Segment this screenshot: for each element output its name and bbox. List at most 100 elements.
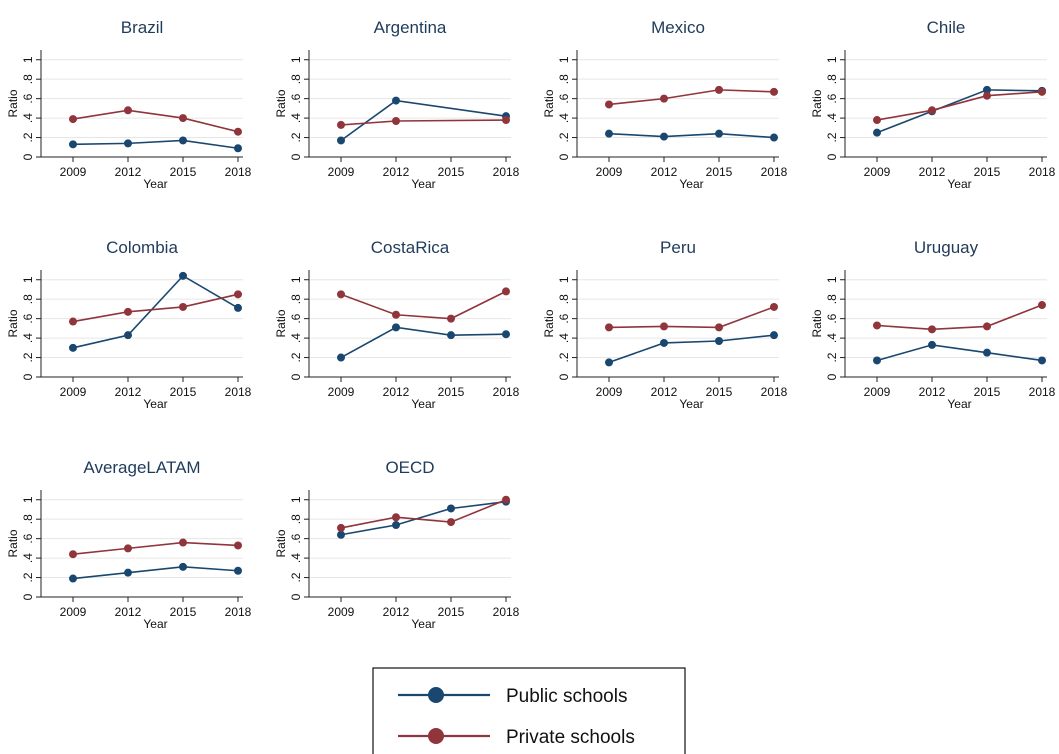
- data-point: [69, 317, 77, 326]
- y-tick-label: .2: [825, 132, 839, 142]
- x-tick-label: 2015: [438, 165, 465, 179]
- data-point: [69, 140, 77, 149]
- data-point: [447, 331, 455, 340]
- data-point: [660, 94, 668, 103]
- y-tick-label: 1: [21, 276, 35, 283]
- series-line-private: [340, 290, 507, 320]
- data-point: [124, 544, 132, 553]
- panel-title: Argentina: [374, 18, 447, 37]
- y-tick-label: .4: [289, 333, 303, 343]
- y-tick-label: .4: [289, 113, 303, 123]
- data-point: [234, 144, 242, 153]
- data-point: [69, 550, 77, 559]
- x-tick-label: 2015: [170, 165, 197, 179]
- x-tick-label: 2018: [761, 165, 788, 179]
- x-tick-label: 2018: [761, 385, 788, 399]
- x-tick-label: 2012: [919, 385, 946, 399]
- y-axis-label: Ratio: [542, 89, 556, 117]
- x-tick-label: 2012: [919, 165, 946, 179]
- x-tick-label: 2015: [438, 385, 465, 399]
- series-line-private: [876, 91, 1043, 121]
- series-line-public: [72, 139, 239, 150]
- x-tick-label: 2015: [974, 385, 1001, 399]
- series-line-private: [72, 541, 239, 555]
- data-point: [715, 85, 723, 94]
- y-axis-label: Ratio: [810, 89, 824, 117]
- x-axis-label: Year: [143, 397, 167, 411]
- data-point: [928, 340, 936, 349]
- y-tick-label: 0: [21, 373, 35, 380]
- y-tick-label: .4: [289, 553, 303, 563]
- y-tick-label: .8: [557, 74, 571, 84]
- y-tick-label: .6: [289, 313, 303, 323]
- data-point: [124, 568, 132, 577]
- y-tick-label: .8: [21, 294, 35, 304]
- y-tick-label: .2: [289, 352, 303, 362]
- x-tick-label: 2012: [383, 605, 410, 619]
- data-point: [928, 106, 936, 115]
- y-axis-label: Ratio: [6, 529, 20, 557]
- x-tick-label: 2009: [328, 165, 355, 179]
- panel-chile: Chile 0 .2 .4 .6 .8 1 Ratio 2009 2012 2015 2018 Year: [810, 18, 1056, 191]
- series-line-public: [876, 89, 1043, 134]
- panel-title: Colombia: [106, 238, 178, 257]
- data-point: [715, 337, 723, 346]
- x-tick-label: 2012: [115, 385, 142, 399]
- data-point: [983, 348, 991, 357]
- panel-argentina: Argentina 0 .2 .4 .6 .8 1 Ratio 2009 2012 2015 2018…: [274, 18, 520, 191]
- panel-title: Brazil: [121, 18, 164, 37]
- x-tick-label: 2015: [170, 605, 197, 619]
- x-axis-label: Year: [411, 617, 435, 631]
- series-line-private: [608, 89, 775, 106]
- y-tick-label: 0: [557, 373, 571, 380]
- x-axis-label: Year: [143, 617, 167, 631]
- x-tick-label: 2015: [706, 385, 733, 399]
- series-line-private: [876, 304, 1043, 331]
- data-point: [392, 521, 400, 530]
- y-tick-label: 1: [289, 56, 303, 63]
- x-tick-label: 2009: [596, 165, 623, 179]
- x-axis-label: Year: [947, 397, 971, 411]
- data-point: [770, 133, 778, 142]
- data-point: [337, 353, 345, 362]
- x-tick-label: 2018: [493, 385, 520, 399]
- x-tick-label: 2018: [225, 605, 252, 619]
- x-tick-label: 2012: [115, 605, 142, 619]
- series-line-public: [72, 274, 239, 349]
- data-point: [660, 132, 668, 141]
- x-tick-label: 2015: [170, 385, 197, 399]
- data-point: [337, 120, 345, 129]
- data-point: [234, 290, 242, 299]
- x-tick-label: 2018: [493, 605, 520, 619]
- y-tick-label: 0: [289, 593, 303, 600]
- series-line-public: [876, 344, 1043, 362]
- data-point: [1038, 356, 1046, 365]
- data-point: [234, 566, 242, 575]
- data-point: [392, 117, 400, 126]
- y-tick-label: 0: [557, 153, 571, 160]
- y-tick-label: .2: [289, 572, 303, 582]
- x-tick-label: 2009: [60, 605, 87, 619]
- x-tick-label: 2009: [60, 165, 87, 179]
- y-tick-label: .8: [289, 74, 303, 84]
- y-tick-label: .4: [21, 113, 35, 123]
- data-point: [234, 541, 242, 550]
- panel-averagelatam: AverageLATAM 0 .2 .4 .6 .8 1 Ratio 2009 2012 2015 2…: [6, 458, 252, 631]
- panel-mexico: Mexico 0 .2 .4 .6 .8 1 Ratio 2009 2012 2015 2018 Yea…: [542, 18, 788, 191]
- y-tick-label: .4: [21, 553, 35, 563]
- x-tick-label: 2018: [493, 165, 520, 179]
- data-point: [234, 127, 242, 136]
- data-point: [873, 128, 881, 137]
- panel-costarica: CostaRica 0 .2 .4 .6 .8 1 Ratio 2009 2012 2015 2018…: [274, 238, 520, 411]
- data-point: [179, 114, 187, 123]
- y-tick-label: .4: [825, 333, 839, 343]
- y-tick-label: 1: [825, 56, 839, 63]
- data-point: [69, 115, 77, 124]
- y-tick-label: 0: [21, 593, 35, 600]
- y-tick-label: .2: [21, 572, 35, 582]
- data-point: [179, 538, 187, 547]
- y-tick-label: .4: [557, 333, 571, 343]
- panel-uruguay: Uruguay 0 .2 .4 .6 .8 1 Ratio 2009 2012 2015 2018 Ye…: [810, 238, 1056, 411]
- y-tick-label: 1: [21, 56, 35, 63]
- data-point: [337, 290, 345, 299]
